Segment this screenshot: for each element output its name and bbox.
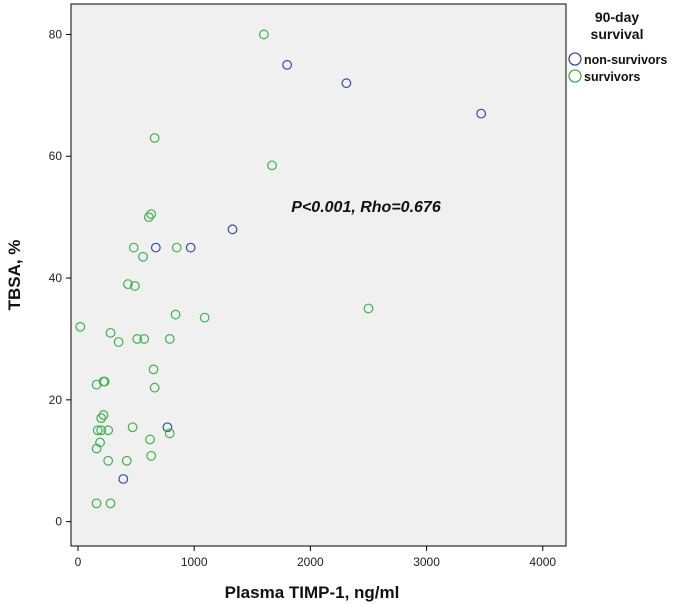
point-non-survivors [162,422,173,433]
point-survivors [113,337,124,347]
point-non-survivors [118,474,129,484]
legend-label-non-survivors: non-survivors [584,53,667,67]
point-survivors [96,413,107,424]
y-tick-label: 80 [49,27,63,41]
point-survivors [128,242,139,253]
point-survivors [170,309,181,320]
point-survivors [199,312,210,323]
point-survivors [92,425,103,436]
point-survivors [98,410,109,420]
point-survivors [105,498,116,509]
point-survivors [145,434,155,445]
point-survivors [146,450,157,461]
point-survivors [96,425,107,436]
point-survivors [138,251,148,262]
legend-marker-non-survivors [568,52,582,66]
point-survivors [91,498,102,509]
point-survivors [99,376,110,387]
legend: 90-day survival non-survivors survivors [568,9,667,84]
y-tick-label: 40 [49,271,63,285]
point-survivors [164,428,175,439]
point-survivors [149,133,160,143]
point-survivors [258,29,269,40]
y-tick-label: 20 [49,393,63,407]
point-survivors [363,303,374,314]
y-axis-title: TBSA, % [5,240,24,311]
point-survivors [143,212,154,223]
point-survivors [103,425,114,436]
y-tick-label: 0 [55,515,62,529]
point-survivors [267,160,277,171]
plot-background [70,3,567,547]
y-axis: 0 20 40 60 80 [49,27,71,529]
point-survivors [123,279,133,290]
x-tick-label: 0 [75,555,82,569]
y-tick-label: 60 [49,149,63,163]
point-survivors [75,321,86,332]
point-non-survivors [150,242,161,253]
legend-label-survivors: survivors [584,70,640,84]
stat-annotation: P<0.001, Rho=0.676 [291,199,441,216]
point-survivors [127,422,138,433]
data-points [75,29,487,509]
x-tick-label: 2000 [297,555,324,569]
point-survivors [164,334,175,344]
point-survivors [149,382,160,393]
legend-title-line2: survival [591,26,644,42]
x-tick-label: 1000 [181,555,208,569]
point-survivors [132,334,143,344]
point-survivors [148,364,159,375]
point-survivors [105,327,116,338]
point-survivors [130,281,140,291]
x-axis-title: Plasma TIMP-1, ng/ml [225,583,400,602]
point-survivors [103,455,114,466]
point-survivors [121,455,132,466]
point-survivors [171,242,182,253]
point-survivors [91,443,102,454]
point-non-survivors [185,242,196,253]
point-non-survivors [476,108,487,119]
point-non-survivors [227,224,238,235]
x-axis: 0 1000 2000 3000 4000 [75,546,556,569]
x-tick-label: 4000 [529,555,556,569]
point-survivors [146,209,157,220]
point-non-survivors [341,78,352,89]
x-tick-label: 3000 [413,555,440,569]
legend-title-line1: 90-day [595,9,640,25]
point-non-survivors [282,59,293,70]
point-survivors [139,334,150,344]
legend-marker-survivors [568,69,582,83]
